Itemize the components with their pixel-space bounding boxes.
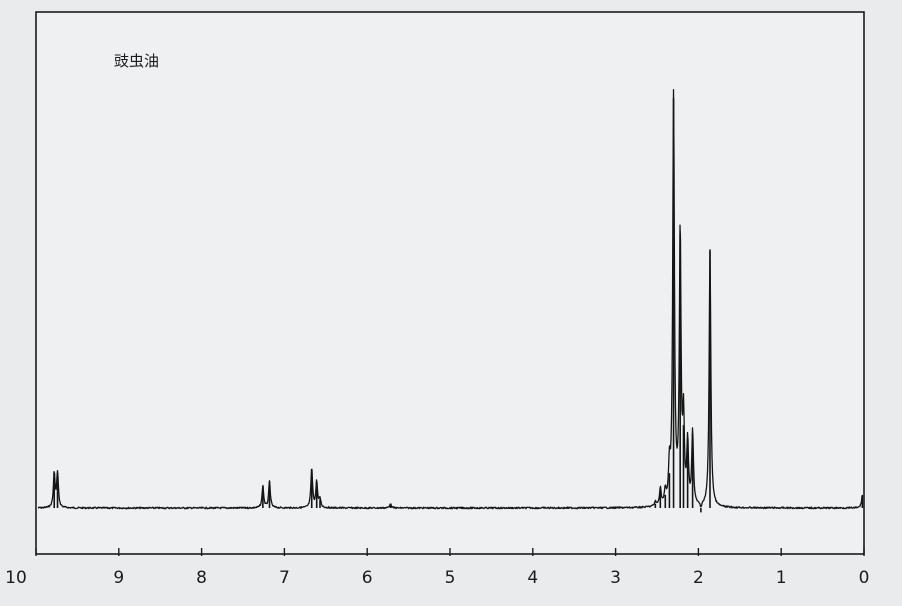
x-axis: 10 9 8 7 6 5 4 3 2 1 0: [5, 548, 869, 588]
chart-title: 豉虫油: [114, 52, 159, 70]
x-tick-label: 6: [362, 568, 373, 588]
plot-frame: [35, 11, 865, 555]
x-tick-label: 1: [776, 568, 787, 588]
x-tick-label: 0: [859, 568, 870, 588]
x-tick-label: 3: [610, 568, 621, 588]
spectrum-trace: [37, 88, 863, 510]
x-tick-label: 8: [196, 568, 207, 588]
x-tick-label: 9: [113, 568, 124, 588]
spectrum-layer: [37, 88, 864, 513]
x-tick-label: 5: [445, 568, 456, 588]
x-tick-label: 2: [693, 568, 704, 588]
x-tick-label: 4: [527, 568, 538, 588]
x-tick-label: 10: [5, 568, 27, 588]
x-tick-label: 7: [279, 568, 290, 588]
